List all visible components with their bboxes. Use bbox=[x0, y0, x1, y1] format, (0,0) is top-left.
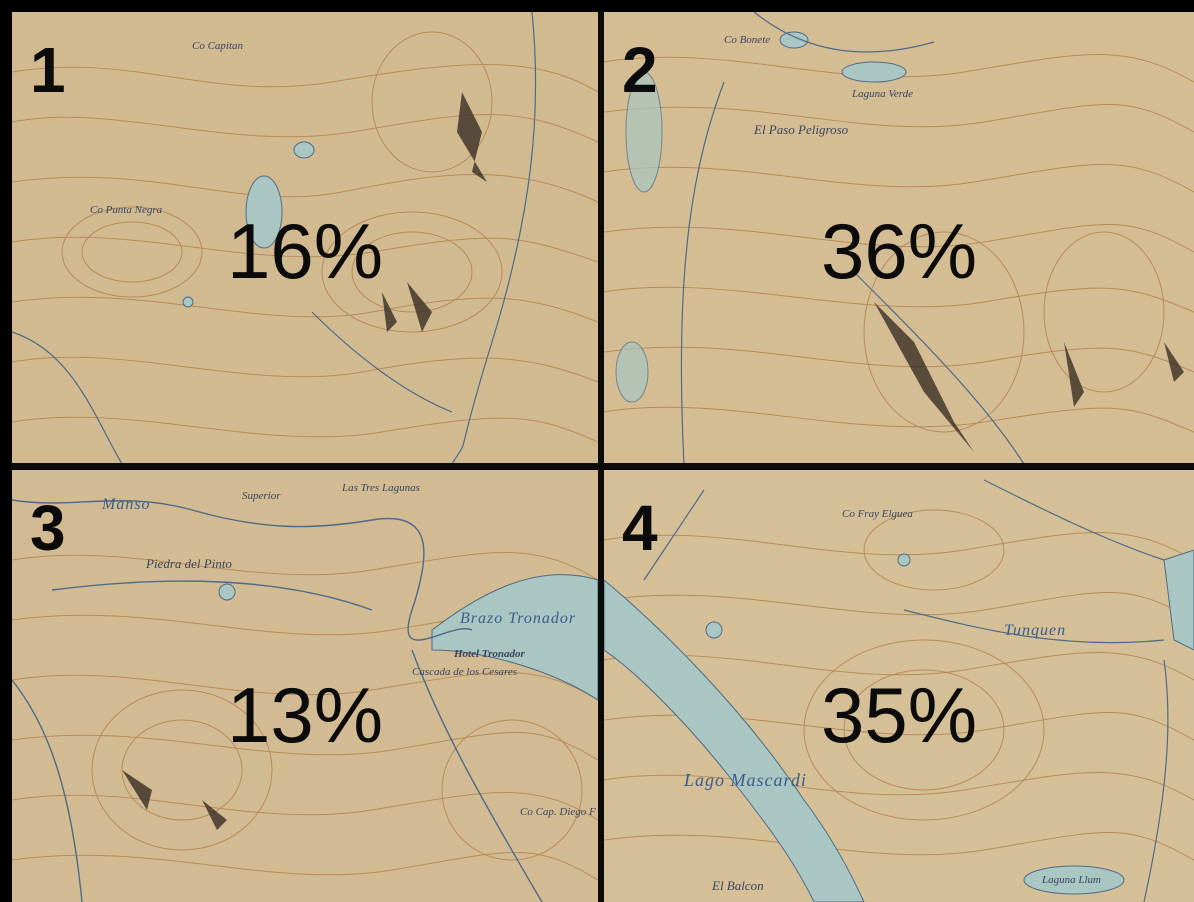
place-label: Lago Mascardi bbox=[684, 770, 807, 790]
topographic-map: Co Capitan Co Punta Negra 1 16% bbox=[12, 12, 1194, 902]
quadrant-number: 1 bbox=[30, 34, 66, 106]
place-label: El Balcon bbox=[712, 878, 764, 893]
quadrant-percent: 13% bbox=[226, 671, 384, 759]
place-label: Superior bbox=[242, 490, 281, 502]
place-label: Piedra del Pinto bbox=[146, 556, 232, 571]
place-label: Co Cap. Diego F de Leon bbox=[520, 806, 598, 818]
quadrant-4[interactable]: Co Fray Elguea Tunquen Lago Mascardi El … bbox=[604, 470, 1194, 902]
quadrant-number: 4 bbox=[622, 492, 658, 564]
quadrant-1-terrain bbox=[12, 12, 598, 464]
vertical-divider bbox=[598, 12, 604, 902]
place-label: El Paso Peligroso bbox=[754, 122, 849, 137]
quadrant-3[interactable]: Manso Superior Las Tres Lagunas Piedra d… bbox=[12, 470, 598, 902]
place-label: Hotel Tronador bbox=[454, 648, 525, 660]
quadrant-2[interactable]: Co Bonete Laguna Verde El Paso Peligroso… bbox=[604, 12, 1194, 464]
quadrant-4-terrain bbox=[604, 470, 1194, 902]
place-label: Co Punta Negra bbox=[90, 204, 163, 216]
place-label: Las Tres Lagunas bbox=[342, 482, 420, 494]
place-label: Laguna Verde bbox=[852, 88, 914, 100]
quadrant-3-terrain bbox=[12, 470, 598, 902]
place-label: Cascada de los Cesares bbox=[412, 666, 518, 678]
place-label: Co Capitan bbox=[192, 40, 244, 52]
quadrant-number: 3 bbox=[30, 492, 66, 564]
quadrant-2-terrain bbox=[604, 12, 1194, 464]
place-label: Co Bonete bbox=[724, 34, 771, 46]
place-label: Co Fray Elguea bbox=[842, 508, 913, 520]
quadrant-percent: 16% bbox=[226, 207, 384, 295]
quadrant-percent: 36% bbox=[820, 207, 978, 295]
place-label: Brazo Tronador bbox=[460, 610, 577, 627]
place-label: Laguna Llum bbox=[1042, 874, 1101, 886]
horizontal-divider bbox=[12, 463, 1194, 469]
quadrant-percent: 35% bbox=[820, 671, 978, 759]
place-label: Tunquen bbox=[1004, 622, 1067, 639]
quadrant-number: 2 bbox=[622, 34, 658, 106]
quadrant-1[interactable]: Co Capitan Co Punta Negra 1 16% bbox=[12, 12, 598, 464]
place-label: Manso bbox=[102, 496, 151, 513]
